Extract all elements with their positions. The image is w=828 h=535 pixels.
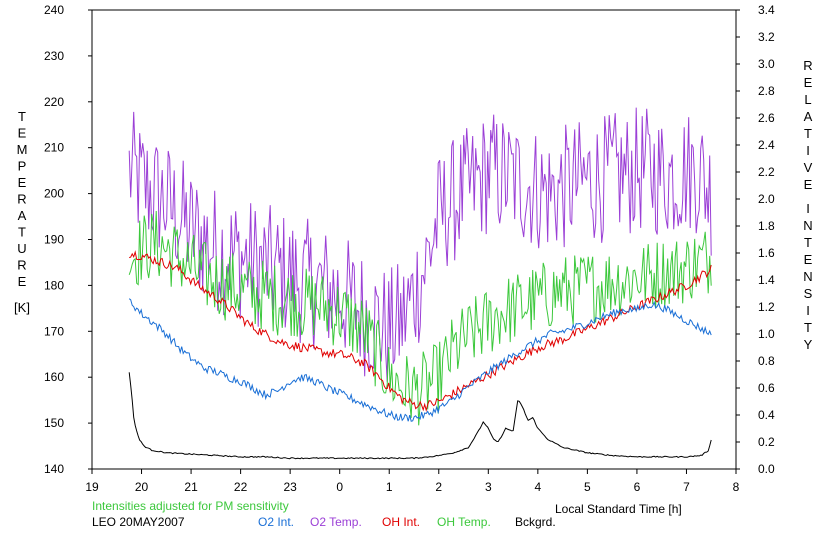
y-right-tick-label: 1.2 [758,300,775,314]
series-line-oh-int [129,250,712,413]
footer-note: Intensities adjusted for PM sensitivity [92,499,289,513]
y-right-tick-label: 0.2 [758,435,775,449]
y-left-tick-label: 170 [44,324,64,338]
y-right-label-letter: T [804,235,812,250]
x-tick-label: 20 [135,480,149,494]
y-right-tick-label: 3.4 [758,3,775,17]
y-right-label-letter: E [804,177,813,192]
y-left-label-letter: P [18,159,27,174]
y-right-label-letter: N [803,218,812,233]
series-layer [128,107,712,460]
legend-oh-int: OH Int. [382,515,420,529]
legend-oh-temp: OH Temp. [437,515,491,529]
y-right-label-letter: I [806,143,810,158]
x-tick-label: 21 [184,480,198,494]
x-tick-label: 6 [634,480,641,494]
y-right-label-letter: E [804,75,813,90]
y-right-label-letter: E [804,252,813,267]
y-left-label-letter: E [18,175,27,190]
x-axis-label: Local Standard Time [h] [555,502,682,516]
y-left-label-letter: U [17,241,26,256]
y-right-label-letter: S [804,286,813,301]
y-left-label-letter: A [18,208,27,223]
y-left-tick-label: 140 [44,462,64,476]
y-left-tick-label: 240 [44,3,64,17]
x-tick-label: 5 [584,480,591,494]
x-tick-label: 22 [234,480,248,494]
y-right-tick-label: 1.6 [758,246,775,260]
y-right-label-letter: V [804,160,813,175]
footer-station: LEO 20MAY2007 [92,515,185,529]
y-right-tick-label: 3.0 [758,57,775,71]
y-left-tick-label: 210 [44,141,64,155]
y-right-tick-label: 3.2 [758,30,775,44]
y-left-label-unit: [K] [14,300,30,315]
y-left-tick-label: 150 [44,416,64,430]
x-tick-label: 0 [336,480,343,494]
y-right-tick-label: 0.4 [758,408,775,422]
y-left-tick-label: 160 [44,370,64,384]
x-tick-label: 19 [85,480,99,494]
legend-o2-temp: O2 Temp. [310,515,362,529]
x-tick-label: 2 [435,480,442,494]
y-right-tick-label: 2.4 [758,138,775,152]
x-tick-label: 4 [535,480,542,494]
y-left-tick-label: 190 [44,233,64,247]
series-line-o2-int [128,298,712,422]
legend-bckgrd: Bckgrd. [515,515,556,529]
y-right-tick-label: 2.8 [758,84,775,98]
y-left-label-letter: R [17,192,26,207]
y-left-tick-label: 220 [44,95,64,109]
y-left-tick-label: 180 [44,278,64,292]
series-line-o2-temp [128,107,712,382]
y-right-tick-label: 0.8 [758,354,775,368]
legend-o2-int: O2 Int. [258,515,294,529]
y-right-tick-label: 0.6 [758,381,775,395]
y-left-tick-label: 230 [44,49,64,63]
y-right-label-letter: T [804,126,812,141]
y-right-label-letter: I [806,201,810,216]
y-right-label-letter: N [803,269,812,284]
x-tick-label: 8 [733,480,740,494]
x-tick-label: 1 [386,480,393,494]
series-line-bckgrd [128,372,712,460]
y-right-label-letter: L [804,92,811,107]
y-left-label-letter: E [18,274,27,289]
y-left-label-letter: M [17,142,28,157]
y-right-label-letter: I [806,303,810,318]
y-right-label-letter: A [804,109,813,124]
ticks-layer: 1401501601701801902002102202302400.00.20… [44,3,775,494]
y-left-label-letter: E [18,126,27,141]
y-left-label-letter: T [18,225,26,240]
x-tick-label: 7 [683,480,690,494]
x-tick-label: 23 [283,480,297,494]
y-left-tick-label: 200 [44,187,64,201]
y-right-tick-label: 2.0 [758,192,775,206]
y-left-label-letter: T [18,109,26,124]
y-right-tick-label: 1.4 [758,273,775,287]
y-right-tick-label: 0.0 [758,462,775,476]
y-right-tick-label: 2.6 [758,111,775,125]
y-right-tick-label: 1.0 [758,327,775,341]
y-right-label-letter: Y [804,337,813,352]
x-tick-label: 3 [485,480,492,494]
y-right-tick-label: 2.2 [758,165,775,179]
y-right-tick-label: 1.8 [758,219,775,233]
y-left-label-letter: R [17,258,26,273]
y-right-label-letter: T [804,320,812,335]
y-right-label-letter: R [803,58,812,73]
